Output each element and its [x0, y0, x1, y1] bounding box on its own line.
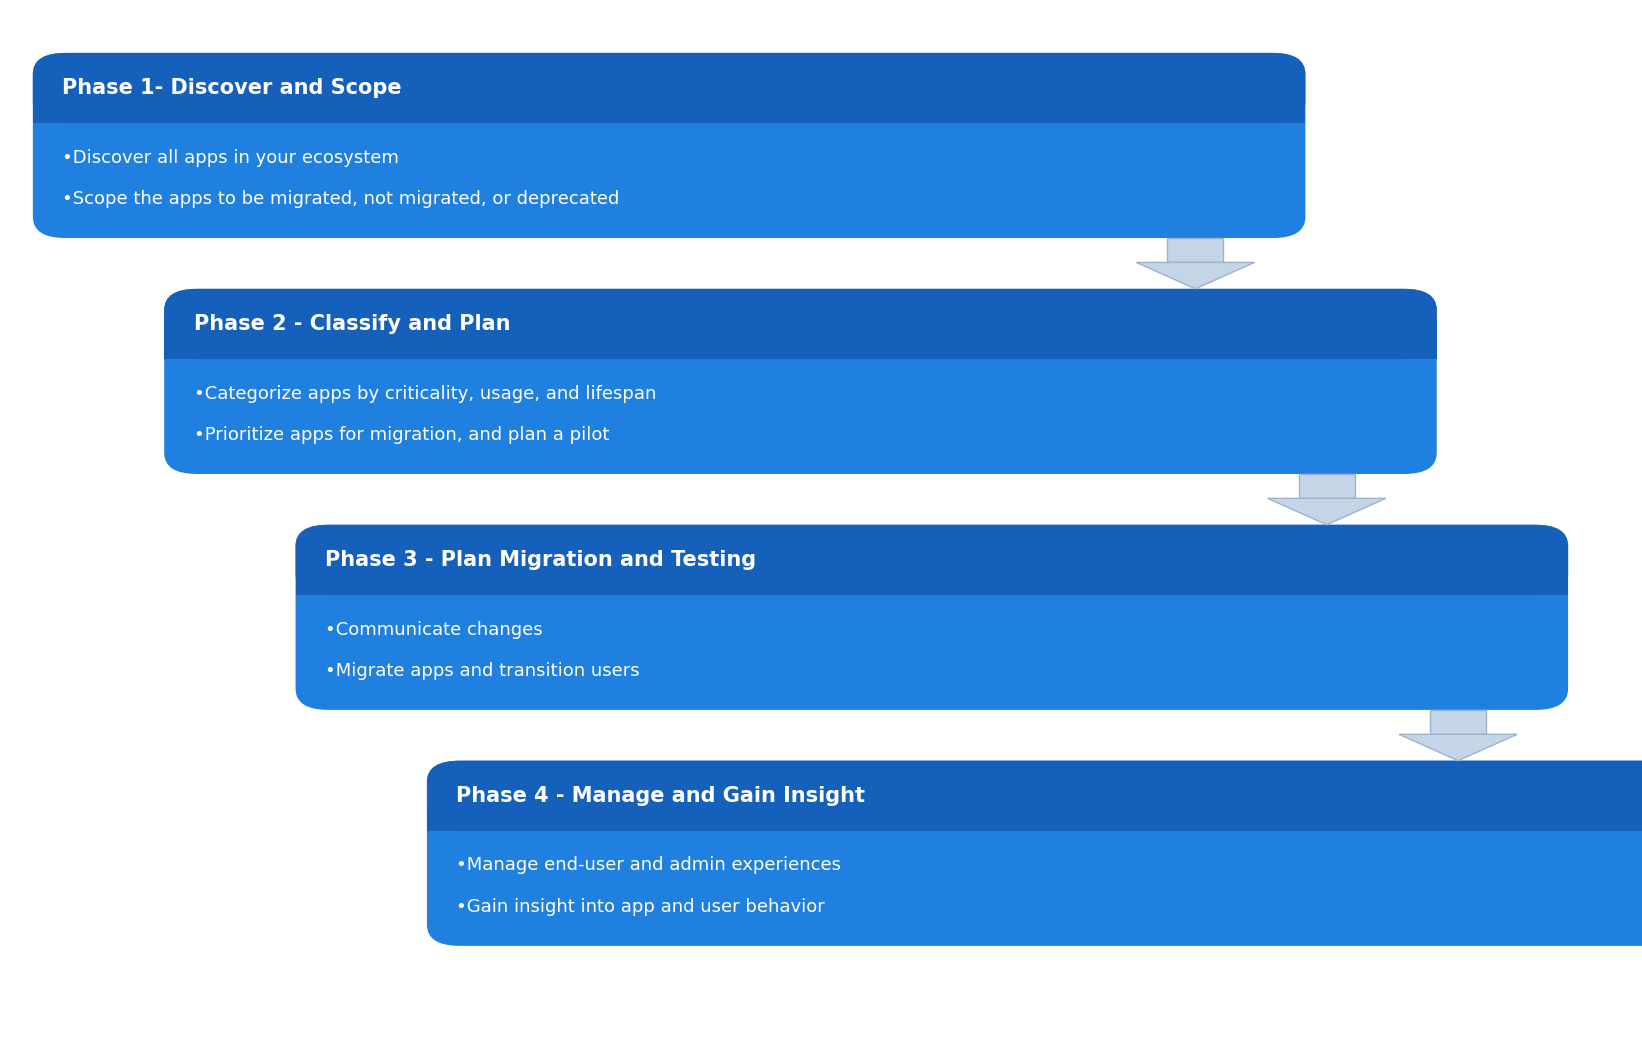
FancyBboxPatch shape — [427, 761, 1642, 832]
FancyBboxPatch shape — [164, 289, 1437, 474]
Text: •Categorize apps by criticality, usage, and lifespan: •Categorize apps by criticality, usage, … — [194, 385, 657, 403]
Bar — [33, 85, 1305, 124]
FancyBboxPatch shape — [296, 525, 1568, 595]
Text: •Scope the apps to be migrated, not migrated, or deprecated: •Scope the apps to be migrated, not migr… — [62, 190, 619, 208]
Bar — [427, 792, 1642, 832]
Text: Phase 2 - Classify and Plan: Phase 2 - Classify and Plan — [194, 314, 511, 334]
Polygon shape — [1268, 498, 1386, 525]
Text: •Migrate apps and transition users: •Migrate apps and transition users — [325, 662, 640, 680]
Text: Phase 3 - Plan Migration and Testing: Phase 3 - Plan Migration and Testing — [325, 550, 757, 570]
FancyBboxPatch shape — [296, 525, 1568, 710]
Polygon shape — [1430, 710, 1486, 734]
Text: Phase 4 - Manage and Gain Insight: Phase 4 - Manage and Gain Insight — [456, 786, 865, 806]
FancyBboxPatch shape — [427, 761, 1642, 946]
Bar — [164, 321, 1437, 359]
Polygon shape — [1299, 474, 1355, 498]
Text: •Gain insight into app and user behavior: •Gain insight into app and user behavior — [456, 898, 826, 916]
Bar — [296, 557, 1568, 595]
FancyBboxPatch shape — [33, 53, 1305, 124]
FancyBboxPatch shape — [33, 53, 1305, 238]
Text: •Prioritize apps for migration, and plan a pilot: •Prioritize apps for migration, and plan… — [194, 426, 609, 444]
Polygon shape — [1136, 262, 1254, 289]
FancyBboxPatch shape — [164, 289, 1437, 359]
Text: •Discover all apps in your ecosystem: •Discover all apps in your ecosystem — [62, 149, 399, 167]
Polygon shape — [1167, 238, 1223, 262]
Text: •Communicate changes: •Communicate changes — [325, 621, 544, 639]
Text: •Manage end-user and admin experiences: •Manage end-user and admin experiences — [456, 857, 841, 875]
Polygon shape — [1399, 734, 1517, 761]
Text: Phase 1- Discover and Scope: Phase 1- Discover and Scope — [62, 78, 402, 98]
